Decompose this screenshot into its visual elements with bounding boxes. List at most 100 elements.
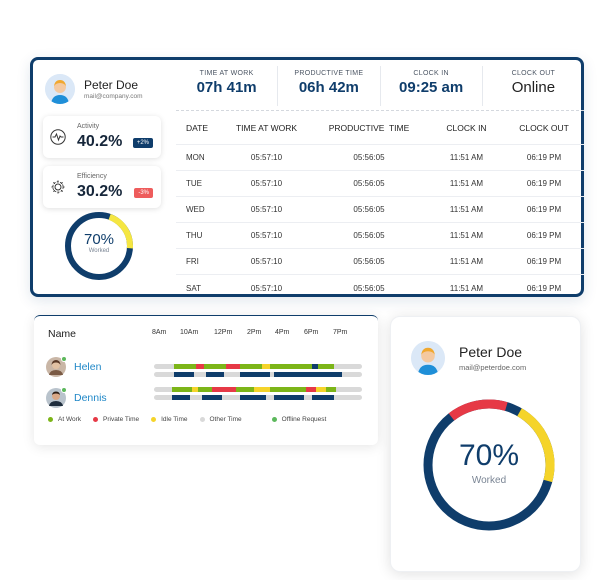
summary-label: TIME AT WORK: [199, 70, 254, 77]
timeline-legend: At Work Private Time Idle Time Other Tim…: [48, 416, 338, 423]
col-date[interactable]: DATE: [186, 122, 209, 133]
user-email: mail@company.com: [84, 93, 143, 100]
cell-time-at-work: 05:57:10: [250, 283, 283, 293]
summary-productive-time: PRODUCTIVE TIME 06h 42m: [278, 66, 381, 106]
cell-date: FRI: [186, 257, 199, 266]
legend-at-work: At Work: [48, 416, 81, 423]
card-avatar-person-icon: [411, 341, 445, 375]
cell-productive-time: 05:56:05: [353, 231, 385, 240]
legend-offline-request: Offline Request: [271, 416, 326, 423]
col-clock-in[interactable]: CLOCK IN: [446, 122, 487, 133]
activity-change-badge: +2%: [132, 138, 153, 148]
pulse-icon: [50, 129, 66, 145]
segment-idle: [192, 387, 198, 392]
segment-private: [226, 364, 240, 369]
cell-clock-out: 06:19 PM: [526, 205, 562, 214]
legend-idle-time: Idle Time: [151, 416, 188, 423]
segment-offline: [312, 364, 318, 369]
summary-value: 07h 41m: [196, 79, 257, 96]
dennis-name: Dennis: [74, 392, 107, 404]
attendance-card: Peter Doe mail@company.com Activity 40.2…: [30, 57, 584, 297]
segment-at-work: [270, 387, 306, 392]
col-clock-out[interactable]: CLOCK OUT: [519, 122, 569, 133]
segment-at-work: [204, 364, 226, 369]
segment-at-work: [236, 387, 254, 392]
summary-label: CLOCK OUT: [511, 70, 556, 77]
table-row[interactable]: THU 05:57:10 05:56:05 11:51 AM 06:19 PM: [176, 223, 584, 249]
table-row[interactable]: FRI 05:57:10 05:56:05 11:51 AM 06:19 PM: [176, 249, 584, 275]
helen-avatar: [46, 356, 67, 377]
cell-clock-in: 11:51 AM: [449, 231, 484, 240]
helen-activity-bar[interactable]: [154, 364, 362, 369]
hour-label: 6Pm: [304, 329, 319, 336]
timeline-name-header: Name: [48, 328, 77, 340]
cell-clock-in: 11:51 AM: [449, 179, 484, 188]
person-dennis[interactable]: Dennis: [46, 387, 107, 408]
worked-summary-card: Peter Doe mail@peterdoe.com 70% Worked: [390, 316, 581, 572]
cell-date: THU: [186, 231, 203, 240]
worked-percent-big: 70%: [458, 439, 520, 472]
segment-private: [212, 387, 236, 392]
cell-productive-time: 05:56:05: [353, 179, 385, 188]
cell-productive-time: 05:56:05: [353, 153, 385, 162]
cell-time-at-work: 05:57:10: [250, 231, 283, 240]
avatar-person-icon: [45, 74, 75, 104]
table-row[interactable]: SAT 05:57:10 05:56:05 11:51 AM 06:19 PM: [176, 275, 584, 301]
card-profile[interactable]: Peter Doe mail@peterdoe.com: [411, 341, 526, 375]
dennis-activity-bar[interactable]: [154, 387, 362, 392]
table-header: DATE TIME AT WORK PRODUCTIVE TIME CLOCK …: [176, 111, 584, 145]
dennis-avatar: [46, 387, 67, 408]
card-user-name: Peter Doe: [459, 344, 523, 360]
dennis-online-status: [61, 387, 67, 393]
col-time-at-work[interactable]: TIME AT WORK: [235, 122, 298, 133]
summary-label: PRODUCTIVE TIME: [294, 70, 364, 77]
segment-at-work: [240, 364, 262, 369]
efficiency-change-badge: -3%: [134, 188, 153, 198]
worked-label-big: Worked: [471, 475, 507, 486]
cell-date: TUE: [186, 179, 202, 188]
worked-donut-small: 70% Worked: [63, 210, 135, 282]
activity-value: 40.2%: [77, 133, 123, 150]
summary-clock-out: CLOCK OUT Online: [483, 66, 584, 106]
gear-efficiency-icon: [51, 180, 65, 194]
table-row[interactable]: WED 05:57:10 05:56:05 11:51 AM 06:19 PM: [176, 197, 584, 223]
efficiency-value: 30.2%: [77, 183, 123, 200]
user-profile[interactable]: Peter Doe mail@company.com: [45, 70, 173, 108]
activity-label: Activity: [77, 123, 100, 130]
segment-at-work: [318, 364, 334, 369]
summary-value: 06h 42m: [298, 79, 359, 96]
cell-time-at-work: 05:57:10: [250, 179, 283, 188]
segment-idle: [254, 387, 270, 392]
helen-online-status: [61, 356, 67, 362]
hour-label: 8Am: [152, 329, 167, 336]
legend-other-time: Other Time: [199, 416, 242, 423]
segment-at-work: [326, 387, 336, 392]
table-row[interactable]: MON 05:57:10 05:56:05 11:51 AM 06:19 PM: [176, 145, 584, 171]
table-row[interactable]: TUE 05:57:10 05:56:05 11:51 AM 06:19 PM: [176, 171, 584, 197]
hour-label: 12Pm: [214, 329, 233, 336]
cell-clock-out: 06:19 PM: [526, 283, 562, 293]
dennis-productive-bar[interactable]: [154, 395, 362, 400]
activity-stat: Activity 40.2% +2%: [43, 116, 161, 158]
segment-at-work: [174, 364, 196, 369]
cell-date: WED: [186, 205, 205, 214]
hour-label: 7Pm: [333, 329, 348, 336]
cell-clock-out: 06:19 PM: [526, 179, 562, 188]
cell-date: MON: [186, 153, 205, 162]
col-productive-time[interactable]: PRODUCTIVE TIME: [328, 122, 410, 133]
summary-clock-in: CLOCK IN 09:25 am: [381, 66, 483, 106]
segment-at-work: [198, 387, 212, 392]
person-helen[interactable]: Helen: [46, 356, 101, 377]
legend-private-time: Private Time: [93, 416, 139, 423]
summary-time-at-work: TIME AT WORK 07h 41m: [176, 66, 279, 106]
segment-private: [306, 387, 316, 392]
cell-productive-time: 05:56:05: [353, 257, 385, 266]
donut-big-idle-arc: [423, 399, 555, 531]
worked-donut-big: 70% Worked: [421, 397, 557, 533]
cell-clock-in: 11:51 AM: [449, 205, 484, 214]
hour-label: 2Pm: [247, 329, 262, 336]
timeline-card: Name 8Am 10Am 12Pm 2Pm 4Pm 6Pm 7Pm Helen: [34, 315, 378, 445]
cell-clock-in: 11:51 AM: [449, 153, 484, 162]
helen-productive-bar[interactable]: [154, 372, 362, 377]
cell-clock-in: 11:51 AM: [449, 257, 484, 266]
